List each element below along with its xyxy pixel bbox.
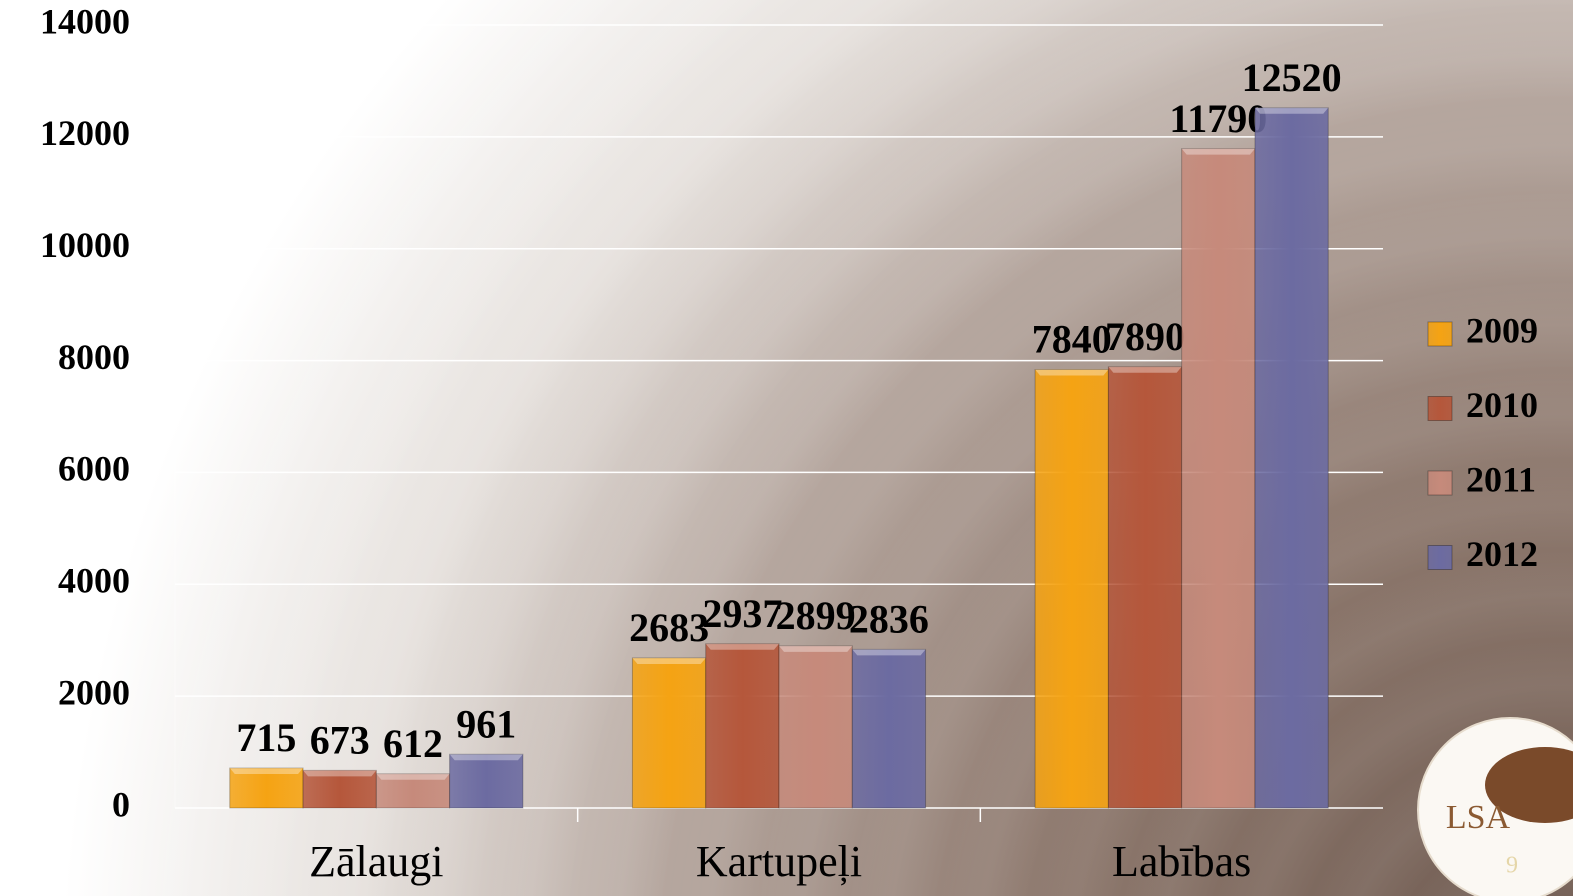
y-tick-label: 0 (112, 784, 130, 824)
bar-bevel (1181, 148, 1255, 155)
data-label: 11790 (1169, 96, 1267, 141)
legend-swatch (1427, 396, 1453, 421)
bar-bevel (303, 770, 377, 777)
logo: LSA 9 (1417, 717, 1573, 896)
bar (705, 643, 780, 809)
data-label: 673 (310, 718, 370, 763)
y-tick-label: 14000 (40, 1, 130, 41)
legend-label: 2012 (1466, 534, 1538, 574)
data-label: 2683 (629, 605, 709, 650)
bar-bevel (229, 768, 304, 775)
bar (1107, 366, 1183, 809)
data-label: 7840 (1032, 317, 1112, 362)
data-label: 2836 (849, 597, 929, 642)
data-label: 7890 (1105, 314, 1185, 359)
bar (1034, 369, 1109, 809)
data-label: 12520 (1242, 55, 1342, 100)
legend-label: 2010 (1466, 385, 1538, 425)
legend-swatch (1427, 321, 1453, 347)
bar (375, 773, 451, 809)
slide-number: 9 (1506, 853, 1518, 879)
bar (851, 648, 927, 809)
y-tick-label: 2000 (58, 672, 130, 712)
bar-bevel (1254, 107, 1329, 114)
bar (778, 645, 853, 809)
y-tick-label: 8000 (58, 337, 130, 377)
bar-bevel (1108, 366, 1182, 373)
bar-bevel (1035, 369, 1109, 376)
x-tick-label: Labības (1112, 837, 1251, 886)
y-tick-label: 10000 (40, 225, 130, 265)
legend-label: 2011 (1466, 459, 1536, 499)
logo-bowl (1485, 747, 1573, 823)
legend-label: 2009 (1466, 310, 1538, 350)
legend-swatch (1427, 470, 1453, 496)
bar-bevel (632, 657, 706, 664)
data-label: 2899 (776, 593, 856, 638)
x-tick-label: Kartupeļi (696, 837, 862, 886)
data-label: 961 (456, 701, 516, 746)
bar-bevel (852, 649, 926, 656)
y-tick-label: 12000 (40, 113, 130, 153)
data-label: 2937 (702, 591, 782, 636)
bar (1181, 148, 1256, 809)
logo-text: LSA (1446, 799, 1511, 836)
bar-bevel (779, 645, 853, 652)
bar (229, 767, 304, 809)
y-tick-label: 4000 (58, 561, 130, 601)
data-label: 612 (383, 721, 443, 766)
bar-bevel (449, 754, 523, 761)
bar (449, 753, 524, 809)
data-label: 715 (236, 715, 296, 760)
bar-bevel (376, 773, 450, 780)
bar (1254, 107, 1329, 809)
bar-bevel (705, 643, 779, 650)
bar (631, 657, 707, 809)
legend-swatch (1427, 545, 1453, 570)
y-tick-label: 6000 (58, 449, 130, 489)
x-tick-label: Zālaugi (309, 837, 443, 886)
